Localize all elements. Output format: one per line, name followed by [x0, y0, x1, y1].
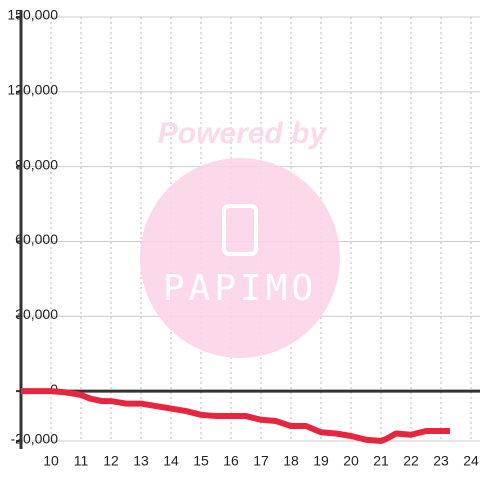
- y-tick-label: 90,000: [15, 156, 58, 172]
- x-tick-label: 21: [373, 453, 389, 469]
- x-tick-label: 17: [253, 453, 269, 469]
- x-tick-label: 23: [433, 453, 449, 469]
- x-tick-label: 24: [463, 453, 479, 469]
- x-tick-label: 22: [403, 453, 419, 469]
- x-tick-label: 15: [193, 453, 209, 469]
- y-tick-label: 150,000: [7, 7, 58, 23]
- x-tick-label: 10: [43, 453, 59, 469]
- x-tick-label: 16: [223, 453, 239, 469]
- y-tick-label: -20,000: [11, 431, 59, 447]
- y-tick-label: 60,000: [15, 231, 58, 247]
- x-tick-label: 18: [283, 453, 299, 469]
- watermark-brand: PAPIMO: [163, 268, 317, 309]
- x-tick-label: 20: [343, 453, 359, 469]
- x-tick-label: 11: [74, 453, 89, 469]
- watermark-caption: Powered by: [158, 117, 328, 150]
- x-tick-label: 13: [133, 453, 149, 469]
- x-tick-label: 19: [313, 453, 329, 469]
- series-line: [21, 388, 450, 444]
- x-tick-label: 14: [163, 453, 179, 469]
- y-tick-label: 30,000: [15, 306, 58, 322]
- watermark: Powered by PAPIMO: [140, 117, 340, 358]
- watermark-circle: [140, 158, 340, 358]
- y-tick-label: 120,000: [7, 82, 58, 98]
- watermark-icon: [222, 204, 258, 256]
- x-tick-label: 12: [103, 453, 119, 469]
